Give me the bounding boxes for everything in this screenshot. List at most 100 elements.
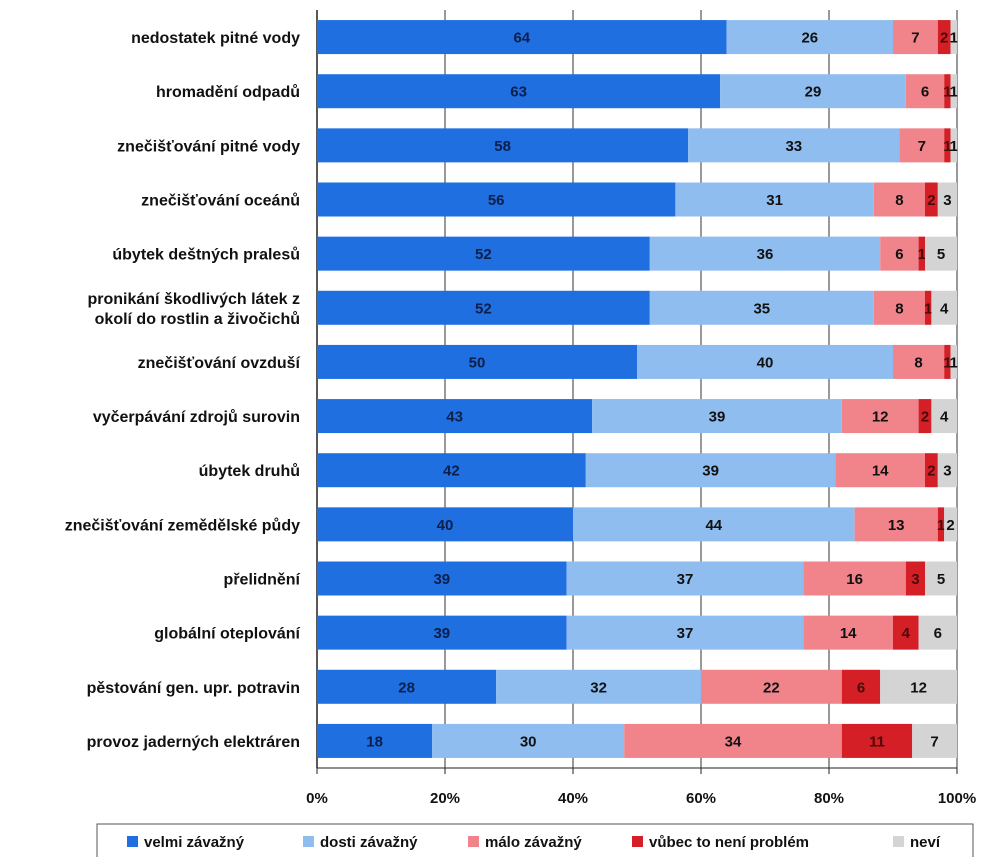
bar-segment — [317, 236, 650, 271]
legend: velmi závažný dosti závažný málo závažný vů… — [96, 823, 974, 857]
data-label: 39 — [709, 409, 726, 426]
data-label: 3 — [911, 571, 919, 588]
bar-segment — [317, 723, 433, 758]
bar-segment — [573, 507, 855, 542]
legend-label: málo závažný — [485, 834, 582, 851]
legend-swatch — [127, 836, 138, 847]
bar-segment — [585, 453, 836, 488]
bar-segment — [317, 615, 567, 650]
bar-segment — [937, 182, 957, 217]
category-label: znečišťování pitné vody — [117, 138, 300, 155]
category-label: provoz jaderných elektráren — [87, 734, 300, 751]
bar-segment — [944, 74, 951, 109]
category-label: znečišťování ovzduší — [138, 355, 301, 372]
data-label: 33 — [785, 138, 802, 155]
bar-segment — [317, 182, 676, 217]
data-label: 14 — [840, 625, 857, 642]
data-label: 2 — [946, 517, 954, 534]
data-label: 1 — [918, 246, 926, 263]
bar-segment — [937, 453, 957, 488]
bar-segment — [950, 128, 957, 163]
data-label: 1 — [943, 138, 951, 155]
data-label: 37 — [677, 571, 694, 588]
data-label: 1 — [924, 300, 932, 317]
data-label: 18 — [366, 733, 383, 750]
bar-segment — [893, 344, 945, 379]
category-label: nedostatek pitné vody — [131, 30, 300, 47]
bar-segment — [803, 561, 906, 596]
data-label: 39 — [433, 625, 450, 642]
bar-segment — [918, 399, 932, 434]
bar-segment — [899, 128, 945, 163]
data-label: 1 — [950, 84, 958, 101]
data-label: 63 — [510, 84, 527, 101]
bar-segment — [925, 290, 932, 325]
x-tick-label: 80% — [814, 790, 844, 807]
data-label: 6 — [934, 625, 942, 642]
bar-segment — [637, 344, 893, 379]
data-label: 16 — [846, 571, 863, 588]
bar-segment — [835, 453, 925, 488]
legend-label: vůbec to není problém — [649, 834, 809, 851]
bar-segment — [873, 290, 925, 325]
bar-segment — [880, 669, 957, 704]
bar-segment — [317, 128, 689, 163]
bar-segment — [317, 290, 650, 325]
x-tick-label: 100% — [938, 790, 976, 807]
bar-segment — [675, 182, 874, 217]
bar-segment — [496, 669, 701, 704]
category-label: globální oteplování — [154, 626, 300, 643]
bar-segment — [918, 236, 925, 271]
bar-segment — [925, 236, 957, 271]
data-label: 12 — [872, 409, 889, 426]
legend-label: neví — [910, 834, 941, 851]
bar-segment — [854, 507, 938, 542]
data-label: 39 — [433, 571, 450, 588]
data-label: 7 — [930, 733, 938, 750]
legend-label: velmi závažný — [144, 834, 245, 851]
bar-segment — [624, 723, 842, 758]
legend-swatch — [468, 836, 479, 847]
data-label: 1 — [943, 84, 951, 101]
category-label: vyčerpávání zdrojů surovin — [93, 409, 300, 426]
data-label: 5 — [937, 571, 945, 588]
bar-segment — [950, 20, 957, 55]
gridlines — [316, 10, 958, 768]
data-label: 52 — [475, 246, 492, 263]
data-label: 2 — [921, 409, 929, 426]
data-label: 3 — [943, 463, 951, 480]
bar-segment — [701, 669, 842, 704]
data-label: 64 — [513, 30, 530, 47]
data-label: 8 — [895, 300, 903, 317]
data-label: 14 — [872, 463, 889, 480]
legend-swatch — [303, 836, 314, 847]
data-label: 5 — [937, 246, 945, 263]
bar-segment — [841, 669, 881, 704]
data-label: 32 — [590, 679, 607, 696]
data-label: 1 — [943, 354, 951, 371]
bar-segment — [931, 290, 957, 325]
data-label: 43 — [446, 409, 463, 426]
category-label: úbytek druhů — [199, 463, 300, 480]
bar-segment — [937, 507, 945, 542]
bar-segment — [432, 723, 625, 758]
data-label: 40 — [757, 354, 774, 371]
bar-segment — [893, 20, 938, 55]
data-label: 1 — [950, 138, 958, 155]
bar-segment — [566, 615, 804, 650]
data-label: 39 — [702, 463, 719, 480]
bar-segment — [944, 344, 951, 379]
data-label: 3 — [943, 192, 951, 209]
bar-segment — [566, 561, 804, 596]
data-label: 1 — [950, 30, 958, 47]
x-tick-label: 20% — [430, 790, 460, 807]
data-label: 6 — [857, 679, 865, 696]
bar-segment — [317, 453, 586, 488]
data-label: 37 — [677, 625, 694, 642]
data-label: 4 — [902, 625, 911, 642]
bar-segment — [944, 507, 957, 542]
data-label: 6 — [895, 246, 903, 263]
data-label: 42 — [443, 463, 460, 480]
data-label: 22 — [763, 679, 780, 696]
bar-segment — [925, 182, 938, 217]
